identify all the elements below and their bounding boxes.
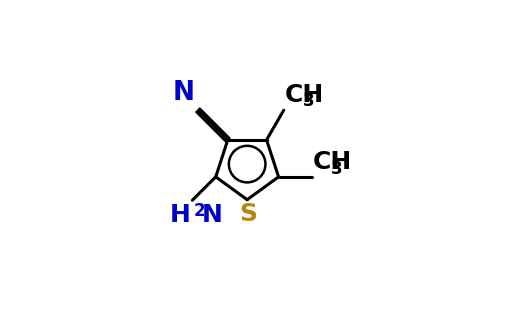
- Text: 3: 3: [303, 92, 315, 110]
- Text: S: S: [240, 202, 258, 226]
- Text: 3: 3: [331, 160, 343, 178]
- Text: 2: 2: [193, 202, 205, 220]
- Text: H: H: [170, 203, 191, 227]
- Text: CH: CH: [285, 83, 324, 107]
- Text: N: N: [201, 203, 222, 227]
- Text: N: N: [173, 81, 195, 107]
- Text: CH: CH: [313, 150, 352, 174]
